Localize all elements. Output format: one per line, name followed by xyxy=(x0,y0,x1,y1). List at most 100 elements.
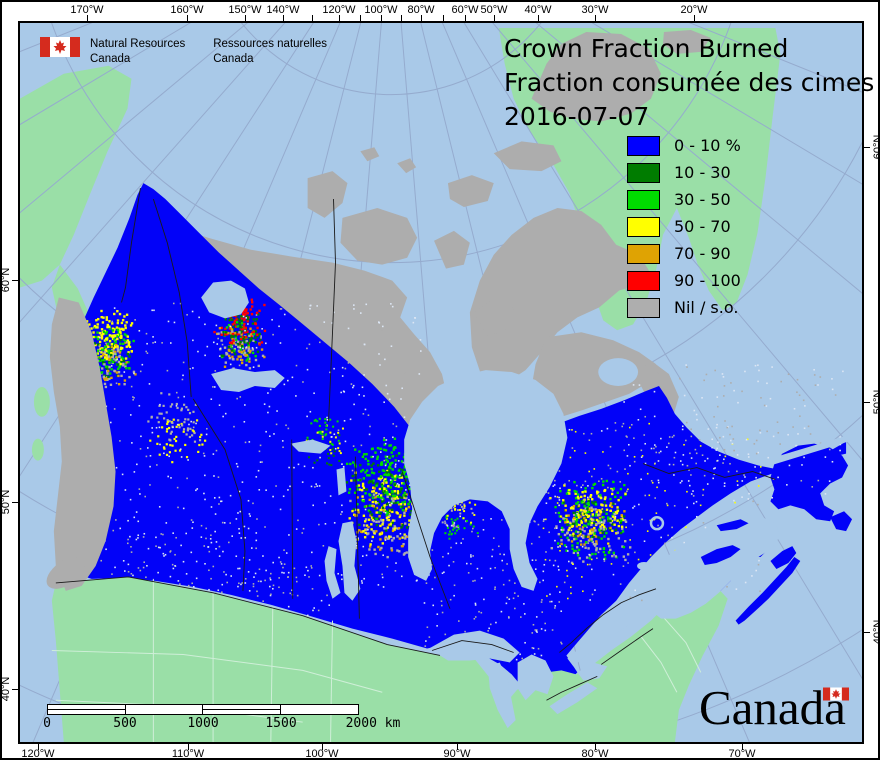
fire-pixel xyxy=(744,581,747,584)
fire-pixel xyxy=(582,484,584,486)
fire-pixel xyxy=(151,431,154,434)
fire-pixel xyxy=(185,406,188,409)
fire-pixel xyxy=(241,582,244,584)
fire-pixel xyxy=(191,310,194,313)
fire-pixel xyxy=(371,535,375,539)
fire-pixel xyxy=(601,483,605,487)
fire-pixel xyxy=(152,336,154,338)
fire-pixel xyxy=(102,353,105,357)
fire-pixel xyxy=(377,503,381,506)
fire-pixel xyxy=(239,348,242,351)
fire-pixel xyxy=(190,420,192,423)
fire-pixel xyxy=(545,551,547,553)
fire-pixel xyxy=(285,424,287,427)
fire-pixel xyxy=(641,454,644,457)
axis-minor-tick xyxy=(312,15,313,21)
fire-pixel xyxy=(554,559,557,562)
fire-pixel xyxy=(769,397,772,400)
legend-item: Nil / s.o. xyxy=(627,294,741,321)
fire-pixel xyxy=(94,335,98,339)
fire-pixel xyxy=(295,580,298,583)
fire-pixel xyxy=(566,523,569,527)
fire-pixel xyxy=(473,513,476,516)
fire-pixel xyxy=(368,548,371,551)
fire-pixel xyxy=(653,447,655,450)
fire-pixel xyxy=(224,327,227,330)
fire-pixel xyxy=(289,592,292,595)
fire-pixel xyxy=(349,462,352,466)
fire-pixel xyxy=(535,559,537,562)
fire-pixel xyxy=(105,349,109,353)
fire-pixel xyxy=(97,335,100,339)
fire-pixel xyxy=(110,368,113,371)
fire-pixel xyxy=(272,587,274,590)
fire-pixel xyxy=(397,485,400,488)
fire-pixel xyxy=(104,332,108,335)
fire-pixel xyxy=(763,404,766,407)
fire-pixel xyxy=(304,574,306,577)
fire-pixel xyxy=(333,433,336,436)
fire-pixel xyxy=(270,593,272,596)
fire-pixel xyxy=(243,331,247,334)
fire-pixel xyxy=(554,505,557,509)
fire-pixel xyxy=(629,426,631,429)
fire-pixel xyxy=(329,431,332,434)
fire-pixel xyxy=(564,508,568,512)
fire-pixel xyxy=(555,525,558,528)
fire-pixel xyxy=(644,494,647,497)
fire-pixel xyxy=(358,529,361,532)
legend-swatch-50-70 xyxy=(627,216,660,237)
fire-pixel xyxy=(218,503,220,505)
fire-pixel xyxy=(576,512,578,515)
fire-pixel xyxy=(398,537,401,540)
fire-pixel xyxy=(213,475,215,477)
fire-pixel xyxy=(703,474,706,477)
legend-swatch-0-10 xyxy=(627,135,660,156)
fire-pixel xyxy=(100,337,104,340)
fire-pixel xyxy=(401,505,404,508)
fire-pixel xyxy=(633,460,636,463)
fire-pixel xyxy=(209,538,212,540)
fire-pixel xyxy=(560,610,563,613)
fire-pixel xyxy=(363,395,365,397)
fire-pixel xyxy=(204,354,206,357)
fire-pixel xyxy=(103,363,106,366)
fire-pixel xyxy=(388,444,391,447)
fire-pixel xyxy=(198,443,201,447)
fire-pixel xyxy=(244,582,247,584)
fire-pixel xyxy=(625,526,627,529)
fire-pixel xyxy=(839,449,841,452)
fire-pixel xyxy=(329,449,332,452)
fire-pixel xyxy=(629,596,632,599)
fire-pixel xyxy=(236,325,239,328)
fire-pixel xyxy=(383,510,386,513)
fire-pixel xyxy=(586,507,589,510)
fire-pixel xyxy=(508,598,511,600)
fire-pixel xyxy=(603,558,605,561)
fire-pixel xyxy=(128,367,131,370)
fire-pixel xyxy=(544,629,547,632)
fire-pixel xyxy=(259,338,262,341)
fire-pixel xyxy=(169,575,172,578)
fire-pixel xyxy=(248,441,251,443)
fire-pixel xyxy=(456,503,459,506)
fire-pixel xyxy=(218,545,221,548)
fire-pixel xyxy=(392,527,395,530)
fire-pixel xyxy=(306,614,309,617)
fire-pixel xyxy=(623,401,625,403)
fire-pixel xyxy=(106,323,109,327)
fire-pixel xyxy=(602,515,605,519)
fire-pixel xyxy=(472,555,474,557)
fire-pixel xyxy=(203,455,206,457)
fire-pixel xyxy=(112,342,115,346)
fire-pixel xyxy=(594,529,597,532)
fire-pixel xyxy=(244,404,246,406)
fire-pixel xyxy=(695,500,698,503)
fire-pixel xyxy=(580,495,583,499)
fire-pixel xyxy=(247,323,249,325)
fire-pixel xyxy=(238,321,241,325)
fire-pixel xyxy=(513,592,516,594)
fire-pixel xyxy=(168,455,170,458)
axis-tick-label: 170°W xyxy=(70,4,104,16)
fire-pixel xyxy=(378,487,382,491)
